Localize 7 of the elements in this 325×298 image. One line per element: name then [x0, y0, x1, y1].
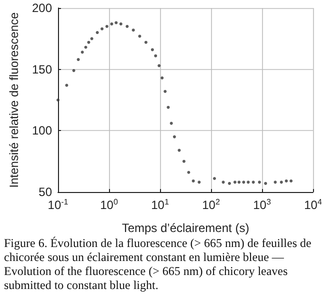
- y-tick-label: 200: [32, 1, 52, 15]
- x-axis-title: Temps d’éclairement (s): [122, 221, 250, 235]
- y-tick-label: 150: [32, 62, 52, 76]
- caption: Figure 6. Évolution de la fluorescence (> 665 nm) de feuilles de chicorée sous un éclairement constant en lumière bleue — Evolution of the fluorescence (> 665 nm) of chicory leaves submitted to constant blue light.: [4, 236, 314, 292]
- y-axis-title: Intensité relative de fluorescence: [7, 12, 21, 188]
- y-tick-label: 100: [32, 124, 52, 138]
- y-tick-label: 50: [38, 185, 52, 199]
